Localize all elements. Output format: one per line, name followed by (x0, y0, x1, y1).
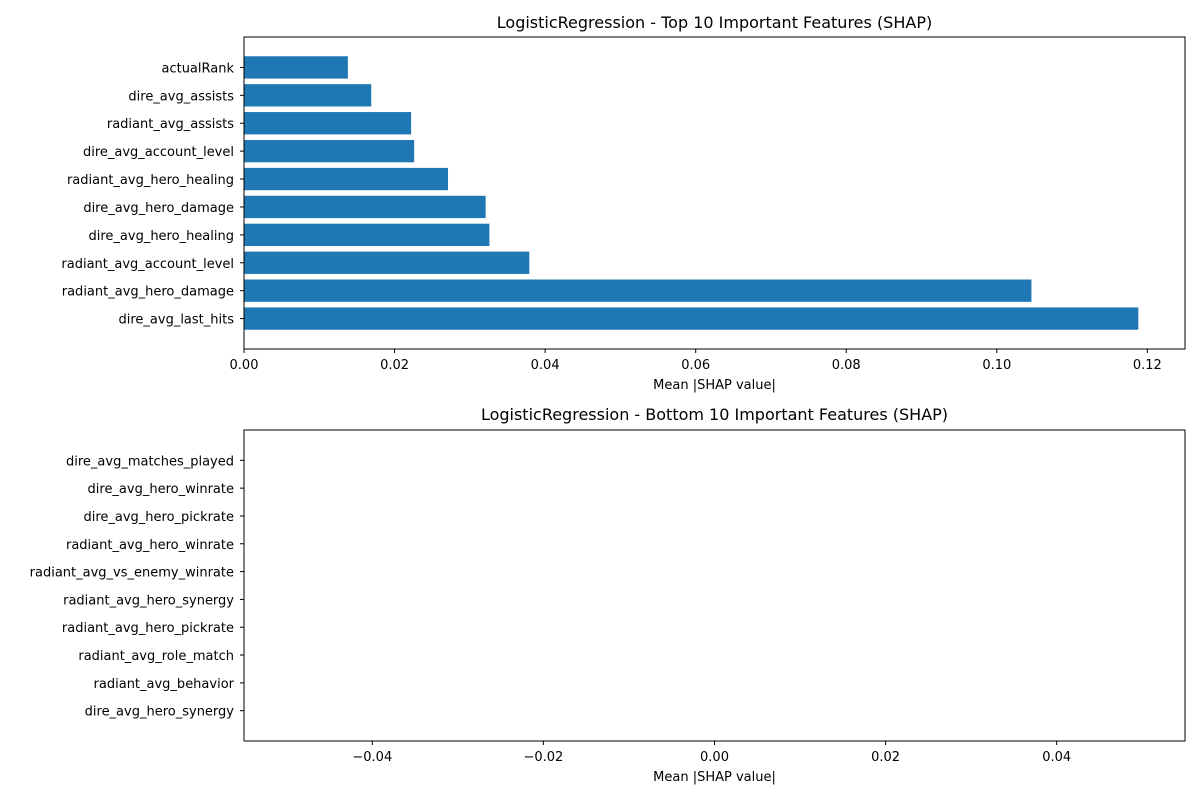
x-tick-label: 0.04 (1042, 750, 1071, 765)
bar-radiant-avg-hero-healing (244, 167, 449, 191)
y-tick-label: dire_avg_assists (128, 89, 234, 104)
y-tick-label: dire_avg_hero_synergy (85, 705, 235, 720)
bar-radiant-avg-assists (244, 112, 412, 135)
x-tick-label: 0.08 (832, 358, 861, 373)
y-tick-label: radiant_avg_hero_winrate (66, 538, 234, 553)
y-tick-label: dire_avg_last_hits (118, 313, 234, 328)
y-tick-label: dire_avg_hero_winrate (88, 482, 234, 497)
x-axis-label: Mean |SHAP value| (653, 378, 776, 393)
y-tick-label: radiant_avg_assists (107, 117, 234, 132)
bar-dire-avg-hero-healing (244, 223, 490, 247)
x-tick-label: 0.12 (1133, 358, 1162, 373)
bar-radiant-avg-hero-damage (244, 279, 1032, 302)
bar-dire-avg-last-hits (244, 307, 1139, 330)
axes-frame (243, 429, 1186, 742)
y-tick-label: radiant_avg_hero_damage (62, 285, 234, 300)
bar-dire-avg-account-level (244, 139, 415, 163)
y-tick-label: dire_avg_account_level (83, 145, 234, 160)
y-tick-label: radiant_avg_hero_synergy (63, 593, 234, 608)
chart-panel-2: dire_avg_hero_synergy radiant_avg_behavio… (30, 405, 1186, 785)
x-tick-label: 0.00 (700, 750, 729, 765)
y-tick-label: actualRank (161, 61, 234, 76)
x-tick-label: 0.04 (531, 358, 560, 373)
y-tick-label: dire_avg_hero_damage (83, 201, 234, 216)
y-tick-label: radiant_avg_account_level (61, 257, 234, 272)
y-tick-label: dire_avg_hero_pickrate (83, 510, 234, 525)
x-tick-label: −0.04 (352, 750, 392, 765)
x-tick-label: 0.00 (230, 358, 259, 373)
x-tick-label: 0.02 (380, 358, 409, 373)
chart-title: LogisticRegression - Top 10 Important Fe… (497, 13, 932, 32)
x-tick-label: 0.10 (982, 358, 1011, 373)
bar-actualRank (244, 56, 348, 79)
y-tick-label: radiant_avg_role_match (78, 649, 234, 664)
y-tick-label: radiant_avg_behavior (94, 677, 235, 692)
bar-dire-avg-assists (244, 84, 372, 107)
y-tick-label: dire_avg_matches_played (66, 454, 234, 469)
y-tick-label: radiant_avg_hero_pickrate (62, 621, 234, 636)
bar-radiant-avg-account-level (244, 251, 530, 274)
y-tick-label: dire_avg_hero_healing (88, 229, 234, 244)
x-axis-label: Mean |SHAP value| (653, 770, 776, 785)
chart-panel-1: dire_avg_last_hits radiant_avg_hero_damag… (61, 13, 1186, 393)
bar-dire-avg-hero-damage (244, 195, 486, 219)
axes-frame (243, 36, 1186, 350)
x-tick-label: 0.06 (681, 358, 710, 373)
chart-title: LogisticRegression - Bottom 10 Important… (481, 405, 948, 424)
y-tick-label: radiant_avg_hero_healing (67, 173, 234, 188)
x-tick-label: −0.02 (523, 750, 563, 765)
y-tick-label: radiant_avg_vs_enemy_winrate (30, 566, 234, 581)
x-tick-label: 0.02 (871, 750, 900, 765)
